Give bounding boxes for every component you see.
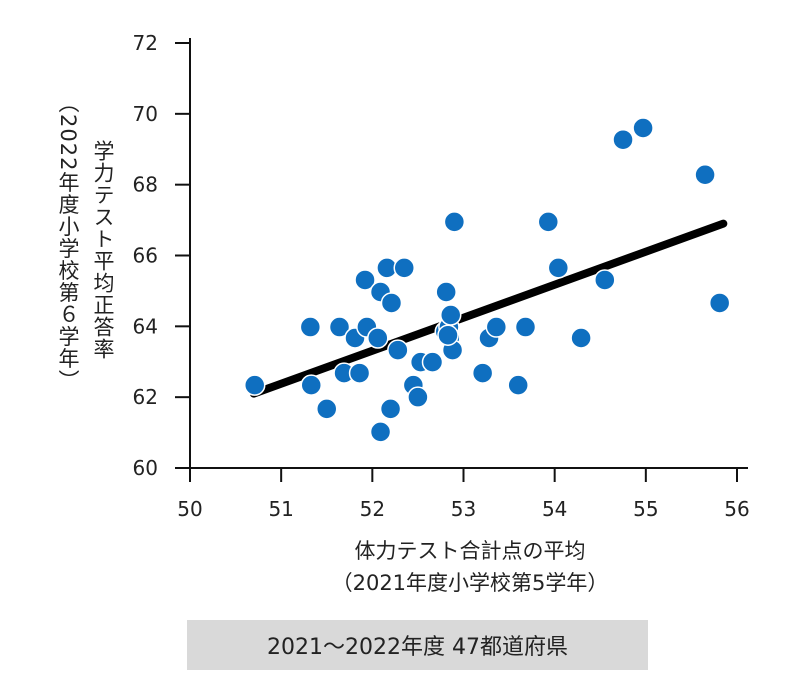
x-tick-label: 54 <box>542 497 567 521</box>
data-point <box>570 327 592 349</box>
y-tick-label: 72 <box>133 31 158 55</box>
data-point <box>437 324 459 346</box>
data-point <box>328 316 351 338</box>
data-point <box>367 327 389 349</box>
x-tick-label: 53 <box>451 497 476 521</box>
data-point <box>507 374 529 396</box>
y-tick-label: 66 <box>133 244 158 268</box>
data-point <box>300 374 323 396</box>
y-axis-label-sub: （2022年度小学校第６学年） <box>56 92 80 392</box>
data-point <box>439 304 462 326</box>
data-point <box>243 374 266 396</box>
data-point <box>354 269 376 291</box>
data-point <box>435 281 457 303</box>
footer-caption: 2021～2022年度 47都道府県 <box>187 620 648 670</box>
data-point <box>694 164 716 186</box>
y-tick-label: 68 <box>133 173 158 197</box>
y-tick-label: 70 <box>133 102 158 126</box>
data-point <box>348 362 371 384</box>
x-tick-label: 52 <box>360 497 385 521</box>
data-point <box>380 292 403 314</box>
data-point <box>471 362 494 384</box>
trendline-group <box>249 219 728 398</box>
data-point <box>316 398 338 420</box>
y-axis-label: 学力テスト平均正答率 <box>91 140 115 360</box>
data-point <box>369 421 392 443</box>
x-tick-label: 55 <box>633 497 658 521</box>
x-tick-label: 51 <box>268 497 293 521</box>
trendline <box>249 219 728 398</box>
data-point <box>443 211 466 233</box>
data-point <box>537 211 560 233</box>
points-group <box>243 117 731 443</box>
x-axis-label: 体力テスト合計点の平均 <box>354 539 586 563</box>
data-point <box>299 316 322 338</box>
y-tick-label: 64 <box>133 314 158 338</box>
y-tick-label: 62 <box>133 385 158 409</box>
data-point <box>594 269 616 291</box>
data-point <box>387 339 409 361</box>
data-point <box>421 351 444 373</box>
x-tick-label: 56 <box>724 497 749 521</box>
data-point <box>612 128 634 151</box>
data-point <box>514 316 537 338</box>
y-tick-label: 60 <box>133 456 158 480</box>
x-tick-label: 50 <box>177 497 202 521</box>
data-point <box>708 292 731 314</box>
x-axis-label-sub: （2021年度小学校第5学年） <box>331 571 609 595</box>
data-point <box>407 386 429 408</box>
data-point <box>379 398 402 420</box>
data-point <box>547 257 570 279</box>
data-point <box>485 316 508 338</box>
data-point <box>632 117 654 139</box>
data-point <box>393 257 415 279</box>
axes: 60 62 64 66 68 70 72 50 51 52 53 54 55 56 <box>133 31 750 521</box>
